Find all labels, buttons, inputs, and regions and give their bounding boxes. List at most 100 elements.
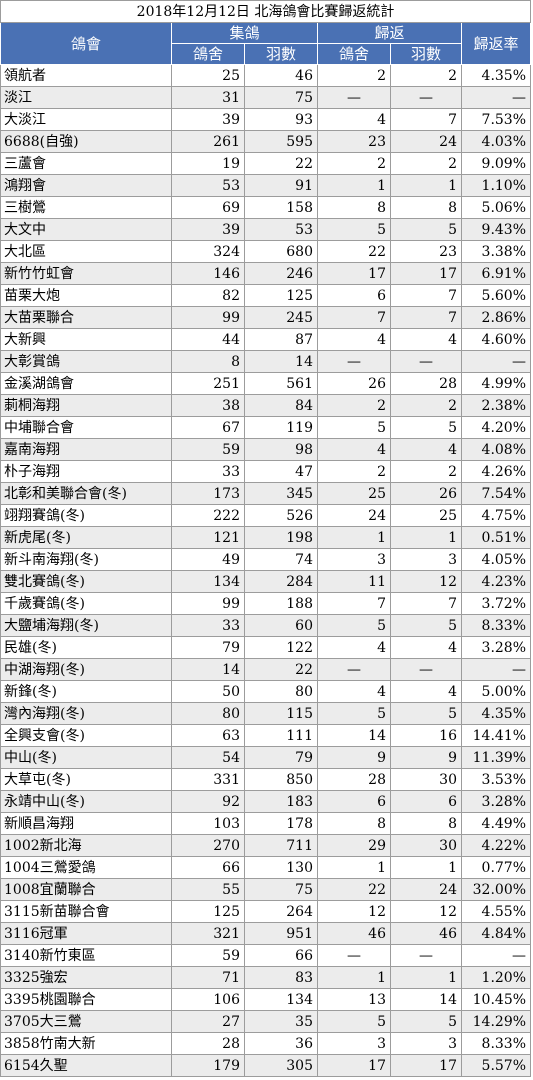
returned-lofts-cell: 5 — [317, 416, 391, 439]
collected-birds-cell: 561 — [244, 372, 318, 395]
header-row-1: 鴿會 集鴿 歸返 歸返率 — [0, 22, 532, 65]
collected-birds-cell: 53 — [244, 218, 318, 241]
return-rate-cell: 5.60% — [460, 284, 532, 307]
returned-lofts-cell: 22 — [317, 878, 391, 901]
club-cell: 莿桐海翔 — [0, 394, 172, 417]
returned-birds-cell: 2 — [390, 394, 462, 417]
collected-lofts-cell: 251 — [171, 372, 245, 395]
header-collected-lofts: 鴿舍 — [171, 43, 245, 65]
returned-lofts-cell: 7 — [317, 306, 391, 329]
returned-birds-cell: 2 — [390, 460, 462, 483]
returned-lofts-cell: — — [317, 350, 391, 373]
return-rate-cell: 4.60% — [460, 328, 532, 351]
club-cell: 全興支會(冬) — [0, 724, 172, 747]
collected-lofts-cell: 92 — [171, 790, 245, 813]
return-rate-cell: 3.38% — [460, 240, 532, 263]
collected-lofts-cell: 27 — [171, 1010, 245, 1033]
table-row: 3115新苗聯合會 125 264 12 12 4.55% — [0, 900, 532, 923]
return-rate-cell: 8.33% — [460, 614, 532, 637]
table-row: 大新興 44 87 4 4 4.60% — [0, 328, 532, 351]
return-rate-cell: 5.06% — [460, 196, 532, 219]
returned-birds-cell: 4 — [390, 680, 462, 703]
collected-lofts-cell: 270 — [171, 834, 245, 857]
table-row: 新斗南海翔(冬) 49 74 3 3 4.05% — [0, 548, 532, 571]
club-cell: 雙北賽鴿(冬) — [0, 570, 172, 593]
returned-birds-cell: 1 — [390, 856, 462, 879]
collected-birds-cell: 46 — [244, 64, 318, 87]
return-rate-cell: 4.75% — [460, 504, 532, 527]
returned-lofts-cell: 4 — [317, 438, 391, 461]
club-cell: 新斗南海翔(冬) — [0, 548, 172, 571]
club-cell: 1008宜蘭聯合 — [0, 878, 172, 901]
return-rate-cell: — — [460, 658, 532, 681]
collected-birds-cell: 83 — [244, 966, 318, 989]
return-rate-cell: 4.08% — [460, 438, 532, 461]
return-rate-cell: 4.35% — [460, 702, 532, 725]
club-cell: 三蘆會 — [0, 152, 172, 175]
returned-birds-cell: 12 — [390, 570, 462, 593]
return-rate-cell: 2.38% — [460, 394, 532, 417]
collected-birds-cell: 14 — [244, 350, 318, 373]
collected-lofts-cell: 59 — [171, 944, 245, 967]
club-cell: 大苗栗聯合 — [0, 306, 172, 329]
collected-lofts-cell: 55 — [171, 878, 245, 901]
returned-birds-cell: 30 — [390, 768, 462, 791]
return-rate-cell: 5.00% — [460, 680, 532, 703]
collected-lofts-cell: 28 — [171, 1032, 245, 1055]
club-cell: 1002新北海 — [0, 834, 172, 857]
collected-birds-cell: 22 — [244, 152, 318, 175]
collected-birds-cell: 284 — [244, 570, 318, 593]
return-rate-cell: 4.03% — [460, 130, 532, 153]
table-row: 苗栗大炮 82 125 6 7 5.60% — [0, 284, 532, 307]
collected-birds-cell: 111 — [244, 724, 318, 747]
table-row: 3858竹南大新 28 36 3 3 8.33% — [0, 1032, 532, 1055]
header-returned-lofts: 鴿舍 — [317, 43, 391, 65]
returned-birds-cell: 2 — [390, 64, 462, 87]
return-rate-cell: 3.28% — [460, 790, 532, 813]
collected-lofts-cell: 8 — [171, 350, 245, 373]
table-row: 鴻翔會 53 91 1 1 1.10% — [0, 174, 532, 197]
return-rate-cell: 9.43% — [460, 218, 532, 241]
collected-lofts-cell: 39 — [171, 108, 245, 131]
return-rate-cell: 4.22% — [460, 834, 532, 857]
collected-birds-cell: 680 — [244, 240, 318, 263]
return-rate-cell: 8.33% — [460, 1032, 532, 1055]
returned-lofts-cell: 14 — [317, 724, 391, 747]
club-cell: 民雄(冬) — [0, 636, 172, 659]
collected-lofts-cell: 103 — [171, 812, 245, 835]
table-row: 1002新北海 270 711 29 30 4.22% — [0, 834, 532, 857]
club-cell: 6154久聖 — [0, 1054, 172, 1077]
club-cell: 新鋒(冬) — [0, 680, 172, 703]
collected-birds-cell: 115 — [244, 702, 318, 725]
club-cell: 3115新苗聯合會 — [0, 900, 172, 923]
returned-lofts-cell: 6 — [317, 284, 391, 307]
returned-birds-cell: 24 — [390, 130, 462, 153]
collected-birds-cell: 711 — [244, 834, 318, 857]
club-cell: 大淡江 — [0, 108, 172, 131]
collected-birds-cell: 595 — [244, 130, 318, 153]
return-rate-cell: — — [460, 350, 532, 373]
returned-birds-cell: 6 — [390, 790, 462, 813]
return-rate-cell: 5.57% — [460, 1054, 532, 1077]
returned-lofts-cell: 25 — [317, 482, 391, 505]
collected-birds-cell: 178 — [244, 812, 318, 835]
table-row: 永靖中山(冬) 92 183 6 6 3.28% — [0, 790, 532, 813]
table-row: 淡江 31 75— — — — [0, 86, 532, 109]
club-cell: 灣內海翔(冬) — [0, 702, 172, 725]
table-row: 嘉南海翔 59 98 4 4 4.08% — [0, 438, 532, 461]
returned-birds-cell: 3 — [390, 1032, 462, 1055]
returned-lofts-cell: 2 — [317, 64, 391, 87]
return-rate-cell: 4.23% — [460, 570, 532, 593]
returned-lofts-cell: 8 — [317, 196, 391, 219]
returned-birds-cell: 14 — [390, 988, 462, 1011]
table-row: 莿桐海翔 38 84 2 2 2.38% — [0, 394, 532, 417]
return-rate-cell: 2.86% — [460, 306, 532, 329]
returned-birds-cell: 16 — [390, 724, 462, 747]
club-cell: 大文中 — [0, 218, 172, 241]
collected-lofts-cell: 125 — [171, 900, 245, 923]
club-cell: 三樹鶯 — [0, 196, 172, 219]
collected-lofts-cell: 79 — [171, 636, 245, 659]
returned-lofts-cell: 9 — [317, 746, 391, 769]
club-cell: 大鹽埔海翔(冬) — [0, 614, 172, 637]
